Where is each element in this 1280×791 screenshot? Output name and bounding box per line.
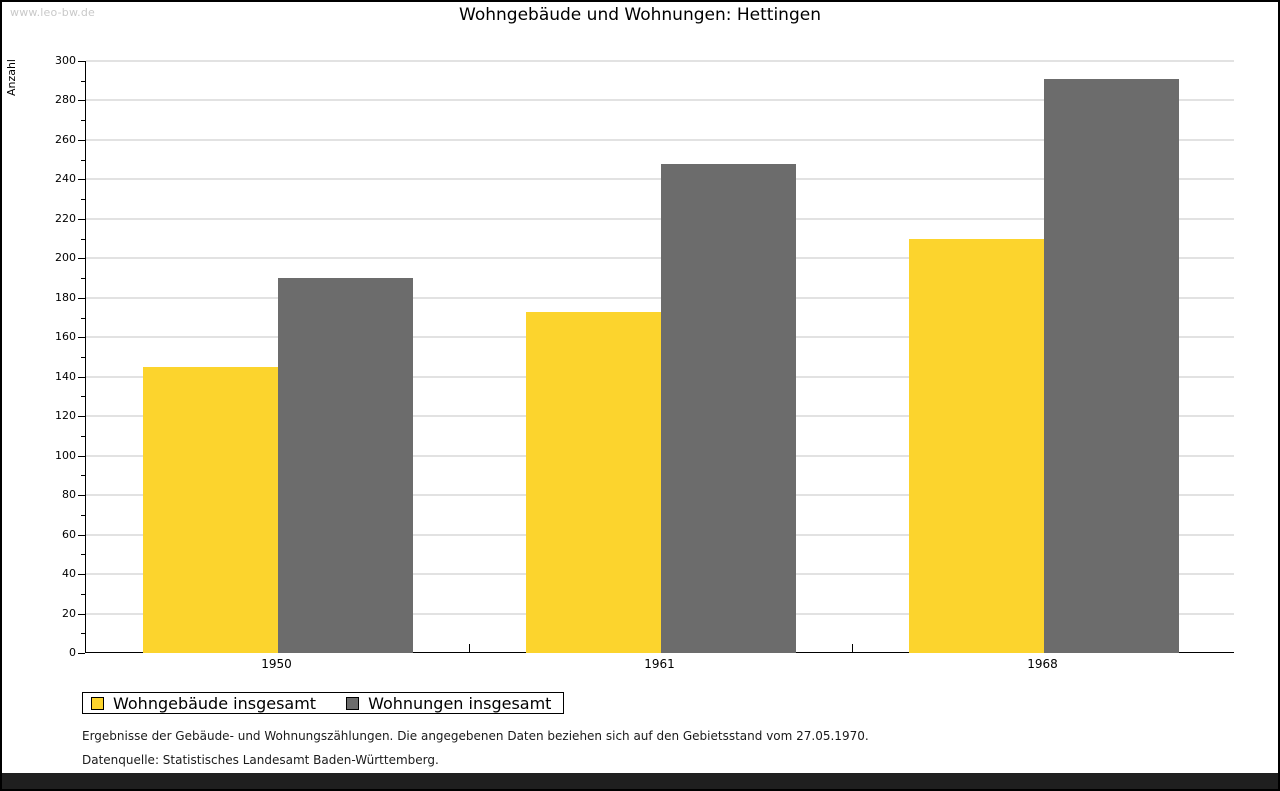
legend: Wohngebäude insgesamt Wohnungen insgesam… <box>82 692 565 714</box>
legend-swatch-wohngebaeude <box>91 696 104 710</box>
y-minor-tick-270 <box>81 120 85 122</box>
y-tick-220 <box>78 218 85 220</box>
x-tick-label-1950: 1950 <box>261 657 292 671</box>
footnote-datenquelle: Datenquelle: Statistisches Landesamt Bad… <box>82 753 439 767</box>
y-minor-tick-250 <box>81 159 85 161</box>
y-tick-label-260: 260 <box>55 132 76 146</box>
watermark: www.leo-bw.de <box>10 6 96 19</box>
bar-wohngebaeude-1950 <box>143 367 278 653</box>
gridline-240 <box>86 178 1234 181</box>
y-tick-240 <box>78 179 85 181</box>
y-tick-80 <box>78 495 85 497</box>
x-category-separator <box>852 644 853 652</box>
y-minor-tick-110 <box>81 435 85 437</box>
y-tick-label-80: 80 <box>62 488 76 502</box>
x-tick-label-1961: 1961 <box>644 657 675 671</box>
legend-swatch-wohnungen <box>346 696 360 710</box>
y-tick-label-40: 40 <box>62 567 76 581</box>
y-tick-0 <box>78 653 85 654</box>
y-tick-label-60: 60 <box>62 527 76 541</box>
y-tick-label-200: 200 <box>55 251 76 265</box>
y-tick-label-100: 100 <box>55 448 76 462</box>
y-minor-tick-170 <box>81 317 85 319</box>
y-minor-tick-130 <box>81 396 85 398</box>
y-tick-label-300: 300 <box>55 54 76 67</box>
x-axis-labels: 1950 1961 1968 <box>85 657 1234 675</box>
y-tick-label-140: 140 <box>55 369 76 383</box>
bar-wohngebaeude-1968 <box>909 239 1044 653</box>
y-tick-label-0: 0 <box>69 646 76 659</box>
legend-label-wohngebaeude: Wohngebäude insgesamt <box>113 693 317 713</box>
footnote-gebietsstand: Ergebnisse der Gebäude- und Wohnungszähl… <box>82 729 869 743</box>
x-category-separator <box>469 644 470 652</box>
bar-wohnungen-1950 <box>278 278 413 653</box>
gridline-200 <box>86 257 1234 260</box>
legend-item-wohngebaeude: Wohngebäude insgesamt <box>91 694 316 713</box>
y-minor-tick-150 <box>81 357 85 358</box>
y-tick-100 <box>78 455 85 457</box>
gridline-260 <box>86 138 1234 141</box>
y-minor-tick-230 <box>81 199 85 201</box>
y-minor-tick-90 <box>81 475 85 477</box>
x-tick-label-1968: 1968 <box>1027 657 1058 671</box>
gridline-280 <box>86 99 1234 102</box>
bottom-bar <box>2 773 1278 789</box>
y-tick-260 <box>78 139 85 141</box>
gridline-180 <box>86 296 1234 299</box>
y-tick-280 <box>78 100 85 102</box>
y-tick-160 <box>78 337 85 339</box>
bar-wohnungen-1961 <box>661 164 796 653</box>
y-tick-20 <box>78 613 85 615</box>
y-tick-300 <box>78 61 85 62</box>
y-minor-tick-70 <box>81 514 85 516</box>
y-tick-label-280: 280 <box>55 93 76 107</box>
y-tick-label-240: 240 <box>55 172 76 186</box>
plot-area: 0 20 40 60 80 100 120 140 160 180 200 220 240 260 280 3… <box>55 54 1234 659</box>
bar-wohngebaeude-1961 <box>526 312 661 653</box>
y-tick-120 <box>78 416 85 418</box>
y-minor-tick-50 <box>81 554 85 556</box>
y-tick-label-20: 20 <box>62 606 76 620</box>
y-tick-200 <box>78 258 85 260</box>
y-minor-tick-210 <box>81 238 85 240</box>
y-tick-label-120: 120 <box>55 409 76 423</box>
y-minor-tick-10 <box>81 633 85 635</box>
y-tick-label-160: 160 <box>55 330 76 344</box>
bar-wohnungen-1968 <box>1044 79 1179 653</box>
chart-title: Wohngebäude und Wohnungen: Hettingen <box>459 5 821 25</box>
y-tick-40 <box>78 574 85 576</box>
legend-item-wohnungen: Wohnungen insgesamt <box>346 694 551 713</box>
y-minor-tick-190 <box>81 278 85 280</box>
y-tick-140 <box>78 376 85 378</box>
y-minor-tick-290 <box>81 80 85 82</box>
gridline-220 <box>86 217 1234 220</box>
y-tick-180 <box>78 297 85 299</box>
y-minor-tick-30 <box>81 593 85 595</box>
y-tick-label-180: 180 <box>55 290 76 304</box>
gridline-300 <box>86 60 1234 62</box>
legend-label-wohnungen: Wohnungen insgesamt <box>368 693 552 713</box>
y-tick-label-220: 220 <box>55 211 76 225</box>
y-tick-60 <box>78 534 85 536</box>
y-axis-title: Anzahl <box>5 59 18 97</box>
